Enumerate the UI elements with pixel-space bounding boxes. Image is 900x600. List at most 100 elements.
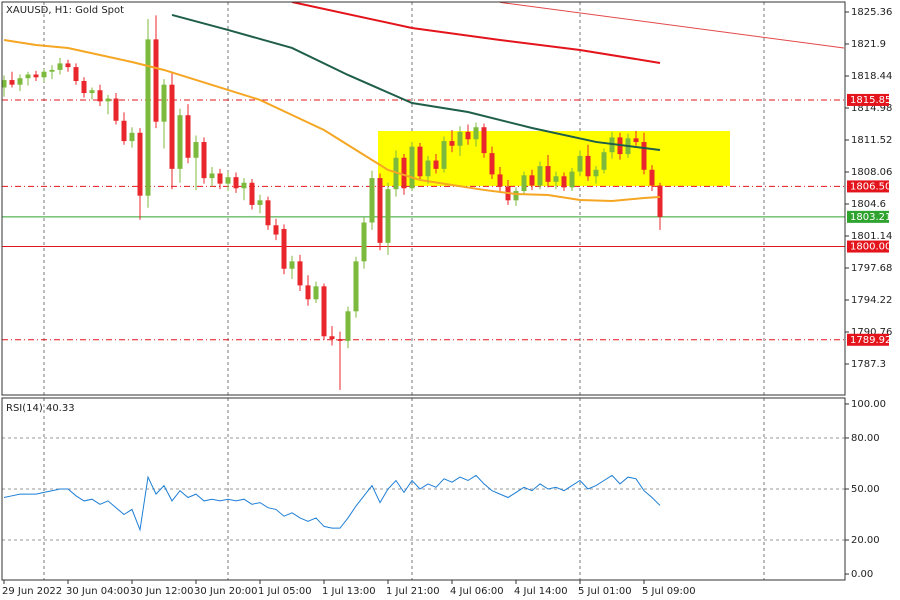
candle-body xyxy=(209,173,215,179)
overlay-line xyxy=(3,39,661,203)
overlay-line xyxy=(291,2,661,64)
candle-body xyxy=(441,141,447,169)
x-tick-label: 5 Jul 09:00 xyxy=(642,586,696,597)
candle-body xyxy=(49,69,55,72)
candle-body xyxy=(449,141,455,146)
level-label-bg xyxy=(847,333,889,346)
candle-body xyxy=(121,120,127,142)
candle-body xyxy=(457,131,463,146)
candle-body xyxy=(137,132,143,196)
candle-body xyxy=(473,127,479,140)
level-label: 1806.50 xyxy=(850,181,891,192)
x-tick-label: 5 Jul 01:00 xyxy=(578,586,632,597)
candle-body xyxy=(465,131,471,140)
candle-body xyxy=(385,189,391,243)
candle-body xyxy=(33,74,39,78)
y-tick-label: 20.00 xyxy=(851,535,880,546)
candle-body xyxy=(265,200,271,226)
candle-body xyxy=(569,171,575,188)
level-label-bg xyxy=(847,93,889,106)
x-tick-label: 1 Jul 21:00 xyxy=(386,586,440,597)
candle-body xyxy=(65,63,71,68)
rsi-panel xyxy=(2,398,845,580)
x-tick-label: 30 Jun 12:00 xyxy=(130,586,194,597)
candle-body xyxy=(249,182,255,205)
candle-body xyxy=(97,90,103,102)
candle-body xyxy=(129,132,135,142)
rsi-line xyxy=(3,474,661,532)
y-tick-label: 1801.14 xyxy=(851,231,892,242)
candle-body xyxy=(169,84,175,169)
y-tick-label: 100.00 xyxy=(851,399,886,410)
chart-title: XAUUSD, H1: Gold Spot xyxy=(6,5,124,16)
candle-body xyxy=(337,339,343,341)
y-tick-label: 1818.44 xyxy=(851,71,892,82)
axes: 1825.36 1821.9 1818.44 1814.98 1811.52 1808.0… xyxy=(2,7,892,597)
x-tick-label: 1 Jul 05:00 xyxy=(258,586,312,597)
y-tick-label: 1797.68 xyxy=(851,263,892,274)
candle-body xyxy=(73,67,79,81)
candle-body xyxy=(529,175,535,186)
candle-body xyxy=(281,228,287,269)
candle-body xyxy=(105,98,111,102)
candle-body xyxy=(241,182,247,189)
candle-body xyxy=(2,80,7,88)
candle-body xyxy=(289,261,295,269)
level-label-bg xyxy=(847,210,889,223)
candle-body xyxy=(145,39,151,196)
candle-body xyxy=(257,200,263,205)
price-panel xyxy=(2,2,845,395)
candle-body xyxy=(225,177,231,184)
candle-body xyxy=(81,80,87,94)
x-tick-label: 29 Jun 2022 xyxy=(2,586,62,597)
y-tick-label: 1787.3 xyxy=(851,359,886,370)
candle-body xyxy=(369,178,375,223)
candle-body xyxy=(113,98,119,121)
candle-body xyxy=(497,174,503,187)
candle-body xyxy=(585,155,591,177)
y-tick-label: 1814.98 xyxy=(851,103,892,114)
candle-body xyxy=(305,285,311,300)
candle-body xyxy=(401,157,407,189)
candle-body xyxy=(233,177,239,189)
level-label-bg xyxy=(847,180,889,193)
y-tick-label: 1825.36 xyxy=(851,7,892,18)
x-tick-label: 4 Jul 14:00 xyxy=(514,586,568,597)
candle-body xyxy=(329,336,335,340)
y-tick-label: 1794.22 xyxy=(851,295,892,306)
candle-body xyxy=(417,146,423,177)
candle-body xyxy=(9,80,15,85)
candle-body xyxy=(489,153,495,175)
candle-body xyxy=(153,39,159,122)
y-tick-label: 1808.06 xyxy=(851,167,892,178)
y-tick-label: 1804.6 xyxy=(851,199,886,210)
candle-body xyxy=(57,63,63,70)
candle-body xyxy=(193,142,199,158)
level-label: 1815.85 xyxy=(850,95,891,106)
x-tick-label: 30 Jun 20:00 xyxy=(194,586,258,597)
candle-body xyxy=(353,261,359,312)
x-tick-label: 30 Jun 04:00 xyxy=(66,586,130,597)
y-tick-label: 1811.52 xyxy=(851,135,892,146)
candle-body xyxy=(345,311,351,341)
rsi-frame xyxy=(1,397,846,581)
candle-body xyxy=(161,84,167,122)
candle-body xyxy=(593,169,599,177)
y-tick-label: 1790.76 xyxy=(851,327,892,338)
overlay-line xyxy=(499,2,845,49)
candle-body xyxy=(321,286,327,337)
candle-body xyxy=(25,74,31,79)
candle-body xyxy=(201,142,207,179)
level-label-bg xyxy=(847,240,889,253)
candle-body xyxy=(513,191,519,201)
candle-body xyxy=(185,115,191,158)
y-tick-label: 0.00 xyxy=(851,569,873,580)
candle-body xyxy=(17,78,23,85)
candle-body xyxy=(377,178,383,243)
x-tick-label: 1 Jul 13:00 xyxy=(322,586,376,597)
level-label: 1803.21 xyxy=(850,212,891,223)
candle-body xyxy=(41,71,47,78)
x-tick-label: 4 Jul 06:00 xyxy=(450,586,504,597)
